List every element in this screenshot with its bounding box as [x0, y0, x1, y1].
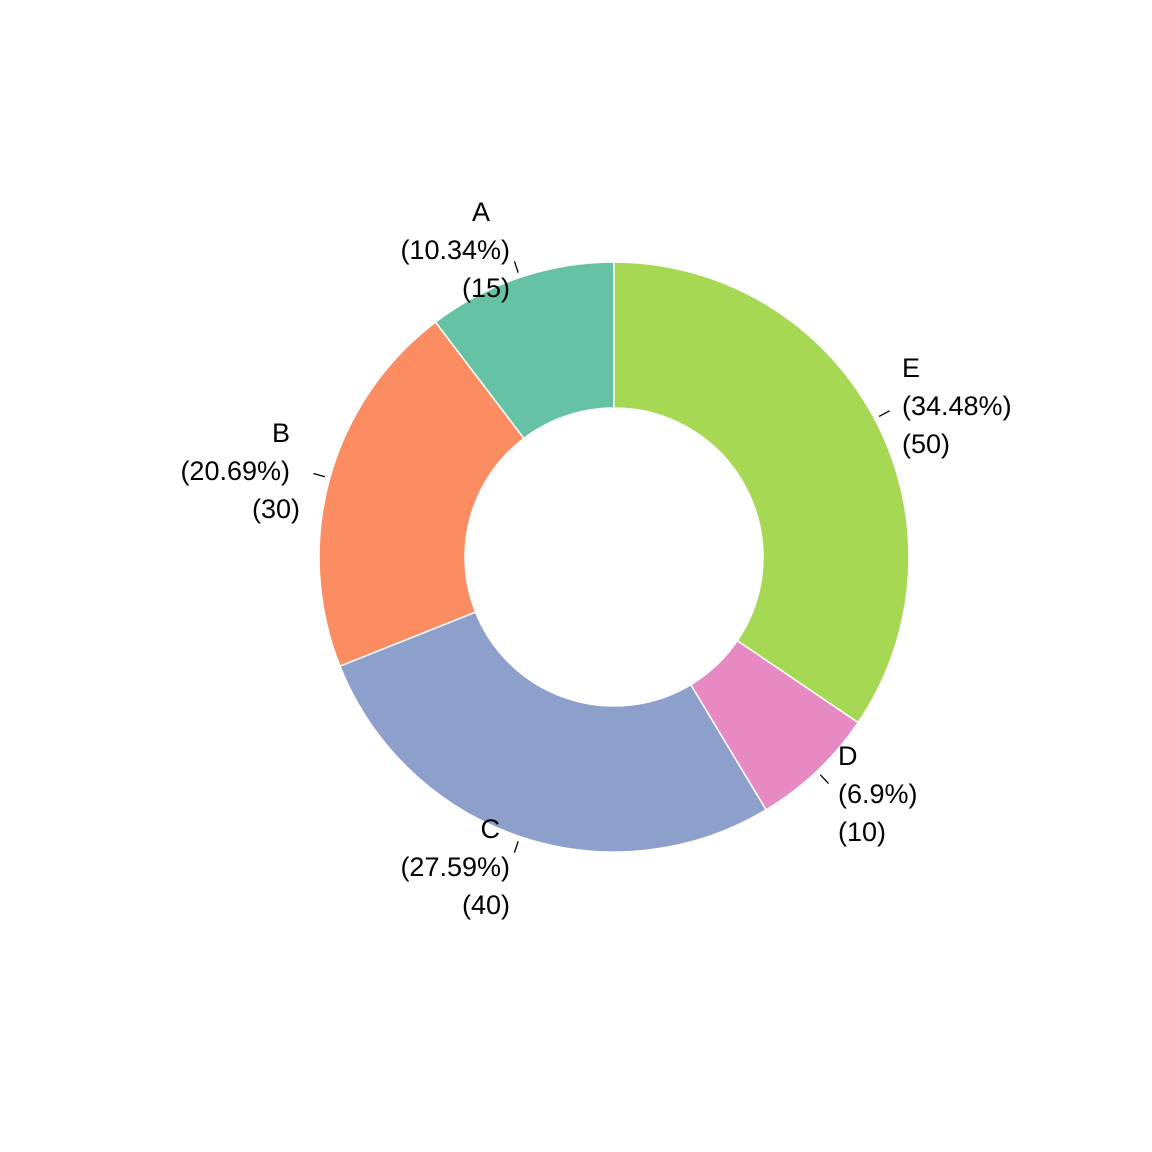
leader-line-c [513, 841, 519, 853]
leader-line-d [819, 774, 830, 784]
label-e-percent: (34.48%) [902, 391, 1012, 421]
label-a-name: A [472, 197, 490, 227]
leader-line-e [878, 410, 890, 418]
label-d-name: D [838, 741, 858, 771]
leader-line-b [313, 472, 326, 478]
label-e-name: E [902, 353, 920, 383]
slice-b [318, 321, 525, 668]
label-b-percent: (20.69%) [180, 456, 290, 486]
slice-c [338, 611, 768, 853]
donut-slices [318, 261, 910, 853]
label-b-name: B [272, 418, 290, 448]
label-d-percent: (6.9%) [838, 779, 918, 809]
label-c-value: (40) [462, 890, 510, 920]
label-a-value: (15) [462, 273, 510, 303]
label-c-name: C [481, 814, 501, 844]
label-c-percent: (27.59%) [400, 852, 510, 882]
leader-line-a [513, 261, 519, 273]
slice-labels: A (10.34%) (15) B (20.69%) (30) C (27.59%) (40) D… [180, 197, 1011, 920]
slice-e [613, 261, 910, 724]
label-d-value: (10) [838, 817, 886, 847]
label-b-value: (30) [252, 494, 300, 524]
label-e-value: (50) [902, 429, 950, 459]
label-a-percent: (10.34%) [400, 235, 510, 265]
